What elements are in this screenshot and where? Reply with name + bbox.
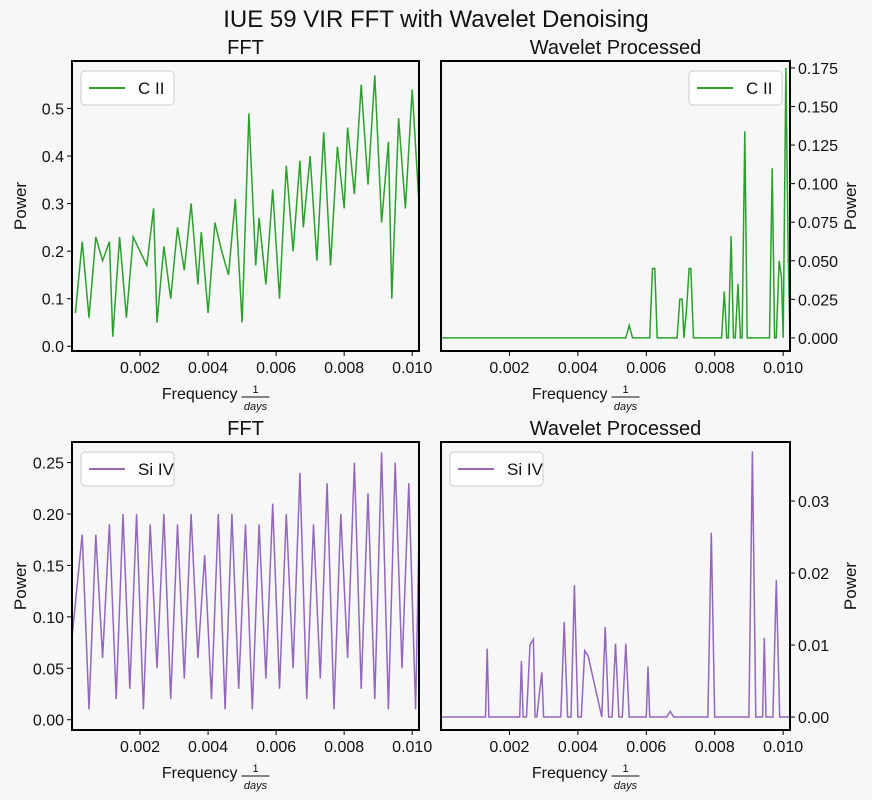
y-tick-label: 0.02: [798, 566, 829, 583]
x-axis-label: Frequency: [532, 765, 608, 782]
x-tick-label: 0.006: [256, 360, 296, 377]
x-tick-label: 0.002: [120, 360, 160, 377]
x-tick-label: 0.002: [120, 739, 160, 756]
x-tick-label: 0.006: [626, 360, 666, 377]
y-tick-label: 0.050: [798, 254, 838, 271]
x-axis-label-fraction-denominator: days: [244, 401, 268, 413]
y-tick-label: 0.20: [33, 507, 64, 524]
x-tick-label: 0.004: [558, 360, 598, 377]
x-tick-label: 0.008: [695, 739, 735, 756]
subplot-title: FFT: [227, 418, 264, 440]
y-tick-label: 0.125: [798, 138, 838, 155]
legend: Si IV: [80, 451, 175, 487]
legend-label: C II: [746, 79, 772, 98]
legend-label: Si IV: [507, 460, 544, 479]
y-tick-label: 0.000: [798, 331, 838, 348]
y-axis-label: Power: [11, 182, 30, 231]
legend-label: Si IV: [138, 460, 175, 479]
x-tick-label: 0.008: [324, 739, 364, 756]
series-line-c-ii: [441, 67, 790, 339]
x-axis-label-fraction-denominator: days: [244, 780, 268, 792]
y-tick-label: 0.3: [42, 197, 64, 214]
x-tick-label: 0.008: [324, 360, 364, 377]
x-axis-label-fraction-numerator: 1: [252, 384, 258, 396]
x-tick-label: 0.002: [489, 739, 529, 756]
x-axis-label-fraction-denominator: days: [614, 401, 638, 413]
y-tick-label: 0.10: [33, 610, 64, 627]
y-tick-label: 0.01: [798, 638, 829, 655]
y-tick-label: 0.175: [798, 61, 838, 78]
x-tick-label: 0.004: [188, 360, 228, 377]
legend-box: [80, 451, 175, 487]
legend-box: [80, 70, 175, 106]
x-tick-label: 0.010: [392, 739, 432, 756]
y-tick-label: 0.00: [33, 713, 64, 730]
subplot-title: FFT: [227, 37, 264, 59]
plot-area-frame: [71, 441, 420, 731]
x-tick-label: 0.010: [763, 360, 803, 377]
series-line-si-iv: [441, 451, 790, 718]
y-axis-label: Power: [841, 182, 860, 231]
y-tick-label: 0.05: [33, 661, 64, 678]
chart-panel-3: FFT 0.002 0.004 0.006 0.008 0.010 0.00 0.05 0.10…: [11, 418, 432, 792]
chart-panel-1: FFT 0.002 0.004 0.006 0.008 0.010 0.0 0.1 0.2 0.3…: [11, 37, 432, 413]
x-axis-label-fraction-numerator: 1: [252, 763, 258, 775]
y-tick-label: 0.025: [798, 292, 838, 309]
y-tick-label: 0.4: [42, 149, 64, 166]
y-tick-label: 0.075: [798, 215, 838, 232]
plot-area-frame: [71, 60, 420, 352]
x-tick-label: 0.010: [392, 360, 432, 377]
series-line-si-iv: [72, 452, 419, 710]
y-tick-label: 0.25: [33, 456, 64, 473]
legend: C II: [80, 70, 175, 106]
legend-box: [449, 451, 544, 487]
y-tick-label: 0.100: [798, 177, 838, 194]
y-tick-label: 0.5: [42, 102, 64, 119]
y-tick-label: 0.03: [798, 494, 829, 511]
x-tick-label: 0.008: [695, 360, 735, 377]
y-tick-label: 0.0: [42, 339, 64, 356]
x-axis-label-fraction-denominator: days: [614, 780, 638, 792]
plot-area-frame: [440, 441, 791, 731]
x-tick-label: 0.004: [558, 739, 598, 756]
plot-area-frame: [440, 60, 791, 352]
legend-box: [688, 70, 783, 106]
figure-title: IUE 59 VIR FFT with Wavelet Denoising: [223, 6, 648, 33]
y-axis-label: Power: [11, 562, 30, 611]
x-tick-label: 0.002: [489, 360, 529, 377]
y-tick-label: 0.00: [798, 710, 829, 727]
chart-panel-2: Wavelet Processed 0.002 0.004 0.006 0.008 0.0…: [440, 37, 860, 413]
subplot-title: Wavelet Processed: [530, 37, 702, 59]
x-tick-label: 0.006: [626, 739, 666, 756]
chart-panel-4: Wavelet Processed 0.002 0.004 0.006 0.008 0.0…: [440, 418, 860, 792]
y-axis-label: Power: [841, 562, 860, 611]
x-tick-label: 0.010: [763, 739, 803, 756]
x-tick-label: 0.006: [256, 739, 296, 756]
y-tick-label: 0.15: [33, 558, 64, 575]
x-axis-label: Frequency: [162, 386, 238, 403]
legend-label: C II: [138, 79, 164, 98]
y-tick-label: 0.150: [798, 100, 838, 117]
legend: C II: [688, 70, 783, 106]
x-tick-label: 0.004: [188, 739, 228, 756]
subplot-title: Wavelet Processed: [530, 418, 702, 440]
x-axis-label-fraction-numerator: 1: [622, 384, 628, 396]
legend: Si IV: [449, 451, 544, 487]
x-axis-label: Frequency: [532, 386, 608, 403]
x-axis-label-fraction-numerator: 1: [622, 763, 628, 775]
y-tick-label: 0.2: [42, 244, 64, 261]
x-axis-label: Frequency: [162, 765, 238, 782]
y-tick-label: 0.1: [42, 292, 64, 309]
series-line-c-ii: [74, 75, 419, 337]
